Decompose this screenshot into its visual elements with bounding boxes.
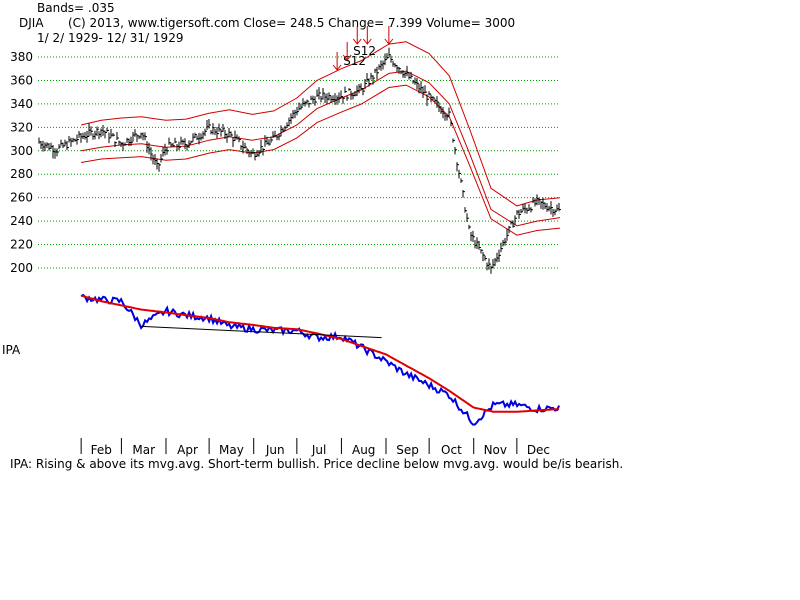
signal-arrow-head — [342, 54, 352, 61]
y-tick-label: 380 — [10, 50, 33, 64]
header-info: (C) 2013, www.tigersoft.com Close= 248.5… — [68, 16, 516, 30]
month-label: Nov — [484, 443, 507, 457]
month-label: Dec — [527, 443, 550, 457]
month-label: Aug — [352, 443, 375, 457]
y-tick-label: 200 — [10, 261, 33, 275]
ipa-label: IPA — [2, 343, 21, 357]
y-tick-label: 240 — [10, 214, 33, 228]
ipa-trendline — [141, 325, 382, 339]
y-tick-label: 220 — [10, 238, 33, 252]
month-label: Jul — [311, 443, 326, 457]
month-label: Oct — [441, 443, 462, 457]
upper-band-line — [80, 41, 561, 207]
signal-label: S12 — [353, 44, 376, 58]
month-label: Mar — [132, 443, 155, 457]
y-tick-label: 360 — [10, 73, 33, 87]
date-range: 1/ 2/ 1929- 12/ 31/ 1929 — [37, 31, 184, 45]
ipa-line — [80, 293, 561, 426]
y-tick-label: 300 — [10, 144, 33, 158]
ipa-panel — [80, 293, 561, 426]
y-tick-label: 340 — [10, 97, 33, 111]
y-tick-label: 260 — [10, 191, 33, 205]
signal-arrow-head — [352, 38, 362, 45]
month-label: Apr — [177, 443, 198, 457]
y-tick-label: 280 — [10, 167, 33, 181]
y-tick-label: 320 — [10, 120, 33, 134]
signal-arrow-head — [332, 64, 342, 71]
price-bars — [38, 47, 561, 274]
symbol-label: DJIA — [19, 16, 44, 30]
month-label: May — [219, 443, 244, 457]
month-axis: Feb Mar Apr May Jun Jul Aug Sep Oct Nov Dec — [80, 438, 550, 457]
month-label: Sep — [396, 443, 419, 457]
price-bands — [80, 41, 561, 236]
ipa-note: IPA: Rising & above its mvg.avg. Short-t… — [10, 457, 624, 471]
ipa-moving-average-line — [80, 294, 560, 413]
month-label: Jun — [265, 443, 285, 457]
price-y-axis: 200 220 240 260 280 300 320 340 360 380 — [10, 50, 33, 275]
bands-label: Bands= .035 — [37, 1, 115, 15]
month-label: Feb — [91, 443, 112, 457]
signal-arrow-head — [362, 38, 372, 45]
moving-average-line — [81, 70, 561, 227]
signal-arrow-head — [384, 38, 394, 45]
